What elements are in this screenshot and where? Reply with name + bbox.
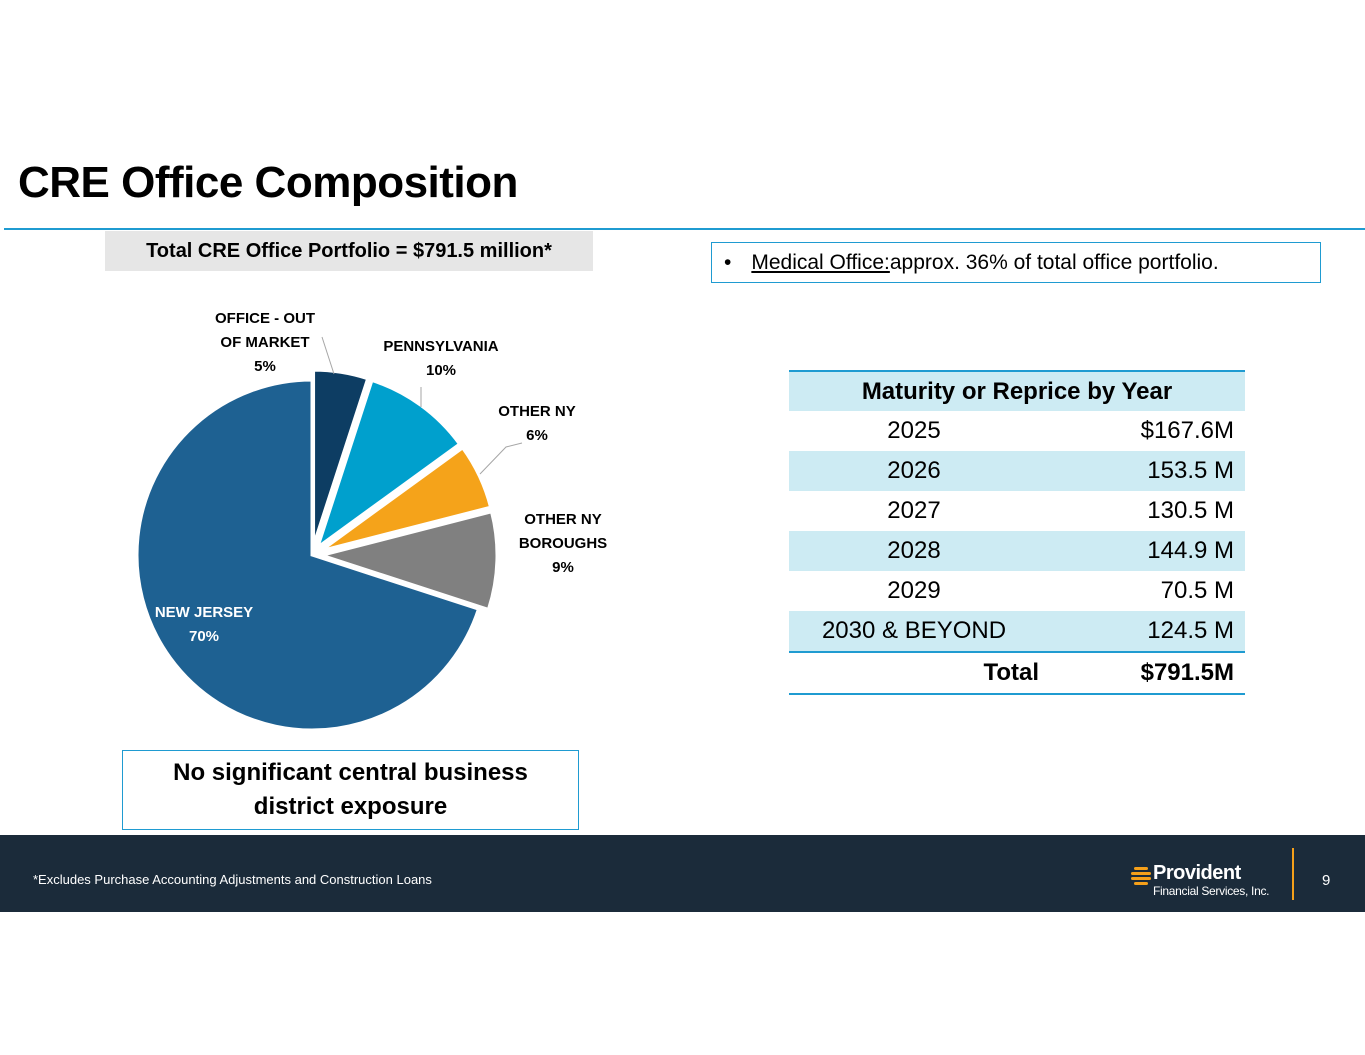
title-divider <box>4 228 1365 230</box>
year-cell: 2025 <box>887 417 941 444</box>
medical-office-text: approx. 36% of total office portfolio. <box>889 250 1219 274</box>
table-row: 2027 130.5 M <box>789 491 1245 531</box>
table-row: 2026 153.5 M <box>789 451 1245 491</box>
footnote: *Excludes Purchase Accounting Adjustment… <box>33 872 432 887</box>
year-cell: 2030 & BEYOND <box>789 611 1039 653</box>
office-composition-pie-chart: OFFICE - OUT OF MARKET 5%PENNSYLVANIA 10%OT… <box>135 310 607 732</box>
amount-cell: $167.6M <box>1140 417 1234 444</box>
logo-name: Provident <box>1153 862 1241 884</box>
medical-office-label: Medical Office: <box>751 250 890 274</box>
page-title: CRE Office Composition <box>18 158 518 207</box>
amount-cell: 70.5 M <box>1160 577 1234 604</box>
slice-label: OFFICE - OUT OF MARKET 5% <box>215 310 315 375</box>
total-row: Total $791.5M <box>789 652 1245 695</box>
leader-line <box>321 336 335 375</box>
pie-slice-other-ny <box>320 445 493 553</box>
amount-cell: 130.5 M <box>1147 497 1234 524</box>
amount-cell: 153.5 M <box>1039 451 1245 491</box>
bullet: • <box>724 250 732 274</box>
slice-label: PENNSYLVANIA 10% <box>383 338 498 379</box>
leader-line <box>479 442 523 475</box>
footer-bar: *Excludes Purchase Accounting Adjustment… <box>0 835 1365 912</box>
year-cell: 2028 <box>789 531 1039 571</box>
total-label: Total <box>789 652 1039 695</box>
amount-cell: 144.9 M <box>1039 531 1245 571</box>
table-row: 2029 70.5 M <box>789 571 1245 611</box>
amount-cell: 124.5 M <box>1039 611 1245 653</box>
year-cell: 2026 <box>789 451 1039 491</box>
logo-subtitle: Financial Services, Inc. <box>1153 884 1270 898</box>
provident-logo-icon <box>1131 867 1151 885</box>
slice-label: OTHER NY 6% <box>498 403 576 444</box>
table-row: 2030 & BEYOND 124.5 M <box>789 611 1245 653</box>
maturity-table-header: Maturity or Reprice by Year <box>789 370 1245 411</box>
logo-divider <box>1292 848 1294 900</box>
page-number: 9 <box>1322 872 1331 889</box>
cbd-exposure-note: No significant central business district… <box>122 750 579 830</box>
pie-slice-other-ny-boroughs <box>316 509 499 612</box>
table-row: 2028 144.9 M <box>789 531 1245 571</box>
slice-label: NEW JERSEY 70% <box>155 604 253 645</box>
table-row: 2025 $167.6M <box>789 411 1245 451</box>
slice-label: OTHER NY BOROUGHS 9% <box>519 511 607 576</box>
year-cell: 2029 <box>887 577 941 604</box>
total-value: $791.5M <box>1039 652 1245 695</box>
portfolio-total-label: Total CRE Office Portfolio = $791.5 mill… <box>105 231 593 271</box>
year-cell: 2027 <box>887 497 941 524</box>
pie-slice-office-out-of-market <box>312 368 370 546</box>
maturity-table: Maturity or Reprice by Year 2025 $167.6M … <box>789 370 1245 695</box>
pie-slice-new-jersey <box>135 378 481 732</box>
medical-office-note: • Medical Office: approx. 36% of total o… <box>711 242 1321 283</box>
